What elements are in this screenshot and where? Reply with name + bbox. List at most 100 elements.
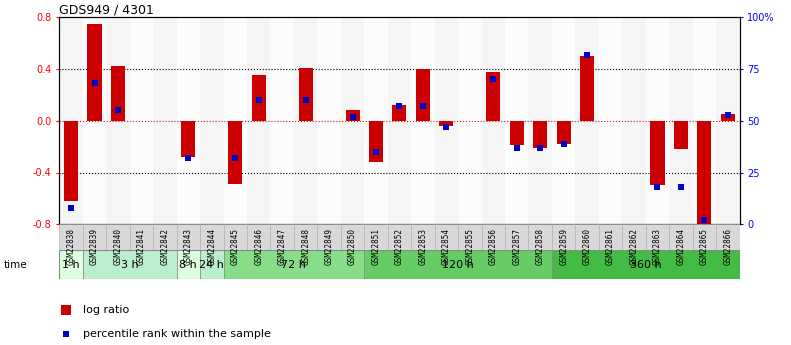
Bar [176, 224, 200, 250]
Text: GDS949 / 4301: GDS949 / 4301 [59, 3, 154, 16]
Text: GSM22849: GSM22849 [324, 228, 334, 265]
Text: GSM22844: GSM22844 [207, 228, 216, 265]
Text: GSM22858: GSM22858 [536, 228, 545, 265]
Bar [552, 224, 575, 250]
Bar [439, 121, 453, 126]
Bar [106, 17, 130, 224]
Bar [111, 66, 125, 121]
Bar [392, 105, 407, 121]
Text: 3 h: 3 h [121, 260, 138, 270]
Text: percentile rank within the sample: percentile rank within the sample [83, 329, 271, 339]
Text: GSM22840: GSM22840 [113, 228, 123, 265]
Text: GSM22860: GSM22860 [583, 228, 592, 265]
Text: GSM22850: GSM22850 [348, 228, 357, 265]
Bar [298, 68, 312, 121]
Bar [716, 17, 740, 224]
Bar [341, 224, 365, 250]
Bar [669, 224, 693, 250]
Bar [623, 17, 645, 224]
Bar [224, 17, 247, 224]
Bar [674, 121, 688, 149]
Bar [294, 224, 317, 250]
Bar [365, 224, 388, 250]
Bar [575, 224, 599, 250]
Bar [181, 121, 195, 157]
Text: GSM22841: GSM22841 [137, 228, 146, 265]
Text: 8 h: 8 h [180, 260, 197, 270]
Text: GSM22854: GSM22854 [442, 228, 451, 265]
Bar [645, 224, 669, 250]
Bar [369, 121, 383, 162]
Bar [317, 224, 341, 250]
Bar [505, 224, 528, 250]
Bar [575, 17, 599, 224]
Text: GSM22853: GSM22853 [418, 228, 427, 265]
Text: 360 h: 360 h [630, 260, 661, 270]
Bar [59, 17, 83, 224]
Bar [83, 17, 106, 224]
Text: GSM22859: GSM22859 [559, 228, 568, 265]
Text: GSM22864: GSM22864 [676, 228, 686, 265]
Text: GSM22851: GSM22851 [372, 228, 380, 265]
Bar [716, 224, 740, 250]
Bar [557, 121, 570, 144]
Text: log ratio: log ratio [83, 305, 130, 315]
Bar [650, 121, 664, 186]
Text: GSM22842: GSM22842 [161, 228, 169, 265]
Text: GSM22848: GSM22848 [301, 228, 310, 265]
Text: GSM22855: GSM22855 [465, 228, 475, 265]
Bar [130, 17, 153, 224]
Bar [388, 224, 411, 250]
Bar [623, 224, 645, 250]
Bar [83, 250, 176, 279]
Bar [346, 110, 360, 121]
Text: GSM22843: GSM22843 [184, 228, 193, 265]
Text: GSM22838: GSM22838 [66, 228, 76, 265]
Bar [294, 17, 317, 224]
Bar [365, 250, 552, 279]
Bar [434, 224, 458, 250]
Bar [505, 17, 528, 224]
Text: GSM22845: GSM22845 [231, 228, 240, 265]
Bar [200, 17, 224, 224]
Text: GSM22846: GSM22846 [254, 228, 263, 265]
Bar [528, 17, 552, 224]
Text: GSM22866: GSM22866 [723, 228, 732, 265]
Text: time: time [4, 260, 28, 270]
Bar [200, 224, 224, 250]
Bar [599, 224, 623, 250]
Bar [247, 224, 271, 250]
Bar [224, 250, 365, 279]
Bar [176, 250, 200, 279]
Bar [130, 224, 153, 250]
Bar [271, 17, 294, 224]
Bar [645, 17, 669, 224]
Bar [458, 224, 482, 250]
Text: GSM22863: GSM22863 [653, 228, 662, 265]
Bar [580, 56, 594, 121]
Bar [552, 17, 575, 224]
Bar [153, 17, 176, 224]
Bar [59, 250, 83, 279]
Bar [509, 121, 524, 145]
Bar [83, 224, 106, 250]
Text: GSM22857: GSM22857 [513, 228, 521, 265]
Bar [247, 17, 271, 224]
Text: GSM22865: GSM22865 [700, 228, 709, 265]
Bar [486, 71, 501, 121]
Text: GSM22839: GSM22839 [90, 228, 99, 265]
Bar [271, 224, 294, 250]
Text: GSM22852: GSM22852 [395, 228, 404, 265]
Text: GSM22847: GSM22847 [278, 228, 286, 265]
Bar [416, 69, 430, 121]
Bar [224, 224, 247, 250]
Bar [669, 17, 693, 224]
Bar [482, 17, 505, 224]
Bar [388, 17, 411, 224]
Bar [434, 17, 458, 224]
Bar [721, 114, 735, 121]
Bar [411, 17, 434, 224]
Bar [176, 17, 200, 224]
Text: 72 h: 72 h [282, 260, 306, 270]
Text: GSM22862: GSM22862 [630, 228, 638, 265]
